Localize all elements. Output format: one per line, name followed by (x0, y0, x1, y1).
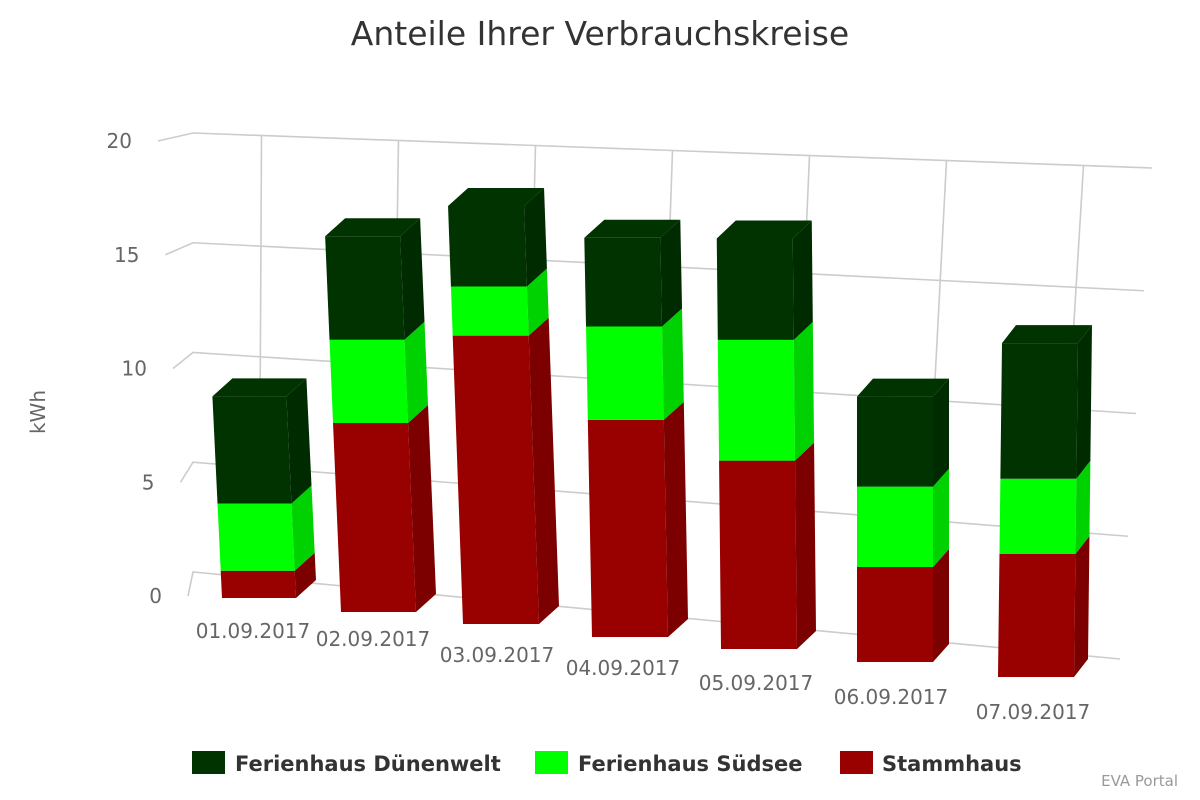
bar-segment[interactable] (448, 206, 527, 287)
legend-item[interactable]: Ferienhaus Dünenwelt (192, 751, 501, 776)
legend-label: Ferienhaus Dünenwelt (235, 752, 501, 776)
bar-segment-side (793, 321, 815, 461)
bar-segment[interactable] (586, 326, 664, 420)
x-axis-ticks: 01.09.2017 02.09.2017 03.09.2017 04.09.2017… (196, 619, 1091, 724)
bar-segment-side (1076, 325, 1092, 479)
legend-item[interactable]: Ferienhaus Südsee (535, 751, 802, 776)
bar-segment[interactable] (1000, 343, 1078, 479)
bar-stack[interactable] (448, 188, 559, 624)
chart-title: Anteile Ihrer Verbrauchskreise (350, 14, 850, 53)
bar-segment-side (662, 308, 684, 420)
bar-stack[interactable] (212, 378, 316, 598)
bar-segment[interactable] (857, 396, 933, 487)
x-tick-label: 07.09.2017 (976, 700, 1091, 724)
bar-stack[interactable] (857, 378, 949, 662)
legend-swatch (192, 751, 225, 774)
bar-segment[interactable] (719, 460, 797, 649)
bar-segment-side (526, 268, 549, 336)
bar-segment-side (933, 549, 949, 662)
bar-segment[interactable] (857, 486, 933, 568)
x-tick-label: 06.09.2017 (834, 685, 949, 709)
bar-segment[interactable] (999, 478, 1077, 555)
bar-segment-side (524, 188, 547, 287)
bar-segment[interactable] (450, 286, 529, 336)
credits-link[interactable]: EVA Portal (1101, 772, 1178, 790)
bar-segment-top (212, 378, 307, 397)
x-tick-label: 04.09.2017 (566, 656, 681, 680)
y-tick-label: 15 (114, 243, 139, 267)
bar-segment-top (1001, 325, 1092, 344)
bar-stack[interactable] (584, 219, 688, 637)
legend-swatch (535, 751, 568, 774)
bar-segment[interactable] (452, 335, 539, 624)
legend-label: Stammhaus (882, 752, 1022, 776)
bar-segment-side (408, 405, 436, 612)
x-tick-label: 03.09.2017 (440, 643, 555, 667)
legend-label: Ferienhaus Südsee (578, 752, 802, 776)
bar-segment-side (528, 317, 559, 624)
bar-segment[interactable] (857, 567, 933, 662)
x-tick-label: 01.09.2017 (196, 619, 311, 643)
bar-segment[interactable] (329, 339, 409, 423)
bar-segment-side (1074, 536, 1090, 677)
y-tick-label: 20 (107, 129, 132, 153)
bar-segment[interactable] (584, 237, 663, 327)
bar-segment[interactable] (717, 339, 796, 461)
bar-segment-top (325, 218, 421, 237)
y-tick-label: 0 (149, 584, 162, 608)
bar-segment-top (716, 220, 812, 239)
bar-segment[interactable] (212, 396, 292, 504)
legend-swatch (840, 751, 873, 774)
bar-stack[interactable] (998, 325, 1092, 677)
bar-segment[interactable] (333, 423, 416, 612)
bar-segment-side (933, 378, 949, 487)
y-tick-label: 10 (122, 357, 147, 381)
y-axis-label: kWh (26, 390, 50, 434)
bar-segment[interactable] (716, 238, 794, 340)
bar-segment-side (933, 468, 949, 568)
legend: Ferienhaus Dünenwelt Ferienhaus Südsee Sta… (192, 751, 1022, 776)
bar-segment[interactable] (998, 554, 1076, 677)
bar-segment-side (660, 219, 683, 327)
bar-segment[interactable] (217, 503, 295, 571)
bar-segment-top (584, 219, 681, 238)
y-tick-label: 5 (142, 470, 155, 494)
x-tick-label: 05.09.2017 (699, 671, 814, 695)
bar-segment-side (792, 220, 813, 340)
bar-segment-side (663, 401, 688, 637)
bar-layer (212, 188, 1092, 677)
bar-segment-side (286, 378, 312, 504)
x-tick-label: 02.09.2017 (316, 627, 431, 651)
legend-item[interactable]: Stammhaus (840, 751, 1022, 776)
bar-segment[interactable] (220, 570, 296, 598)
bar-segment-top (448, 188, 545, 207)
bar-segment-side (291, 485, 315, 571)
bar-stack[interactable] (716, 220, 816, 649)
bar-segment-side (795, 442, 816, 649)
bar-segment-side (404, 321, 429, 423)
bar-segment-top (857, 378, 949, 397)
bar-segment[interactable] (325, 236, 405, 340)
y-axis-ticks: 0 5 10 15 20 (107, 129, 162, 608)
y-gridline (165, 241, 1145, 292)
y-gridline (157, 132, 1153, 169)
bar-segment-side (294, 552, 316, 598)
y-gridline (179, 461, 1129, 538)
y-gridline (172, 351, 1137, 415)
bar-segment-side (1075, 460, 1091, 555)
bar-segment-side (400, 218, 425, 340)
bar-segment[interactable] (587, 419, 668, 637)
bar-stack[interactable] (325, 218, 436, 612)
